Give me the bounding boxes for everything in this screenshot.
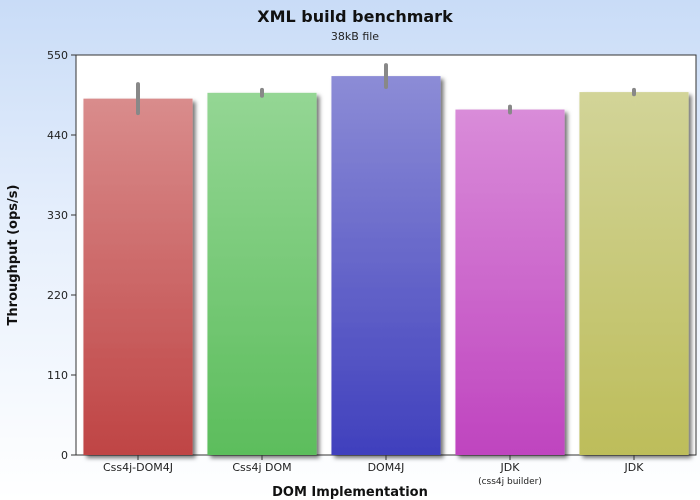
- y-tick-label: 0: [61, 449, 68, 462]
- x-axis-title: DOM Implementation: [272, 485, 428, 500]
- chart-subtitle: 38kB file: [331, 30, 379, 43]
- x-tick-sublabel: (css4j builder): [478, 477, 542, 487]
- bar: [331, 76, 441, 455]
- bars-group: [83, 63, 689, 456]
- x-tick-label: Css4j-DOM4J: [103, 461, 173, 474]
- bar: [207, 92, 317, 456]
- x-tick-label: JDK: [624, 461, 645, 474]
- x-axis: Css4j-DOM4J Css4j DOM DOM4J JDK (css4j build…: [103, 455, 644, 487]
- bar: [579, 92, 689, 455]
- x-tick-label: Css4j DOM: [232, 461, 291, 474]
- y-tick-label: 220: [47, 289, 68, 302]
- y-axis: 0 110 220 330 440 550: [47, 49, 76, 462]
- chart-title: XML build benchmark: [257, 7, 453, 26]
- y-axis-title: Throughput (ops/s): [6, 185, 21, 326]
- bar: [83, 98, 193, 456]
- x-tick-label: JDK: [500, 461, 521, 474]
- x-tick-label: DOM4J: [368, 461, 405, 474]
- y-tick-label: 550: [47, 49, 68, 62]
- bar: [455, 109, 565, 455]
- y-tick-label: 440: [47, 129, 68, 142]
- y-tick-label: 330: [47, 209, 68, 222]
- y-tick-label: 110: [47, 369, 68, 382]
